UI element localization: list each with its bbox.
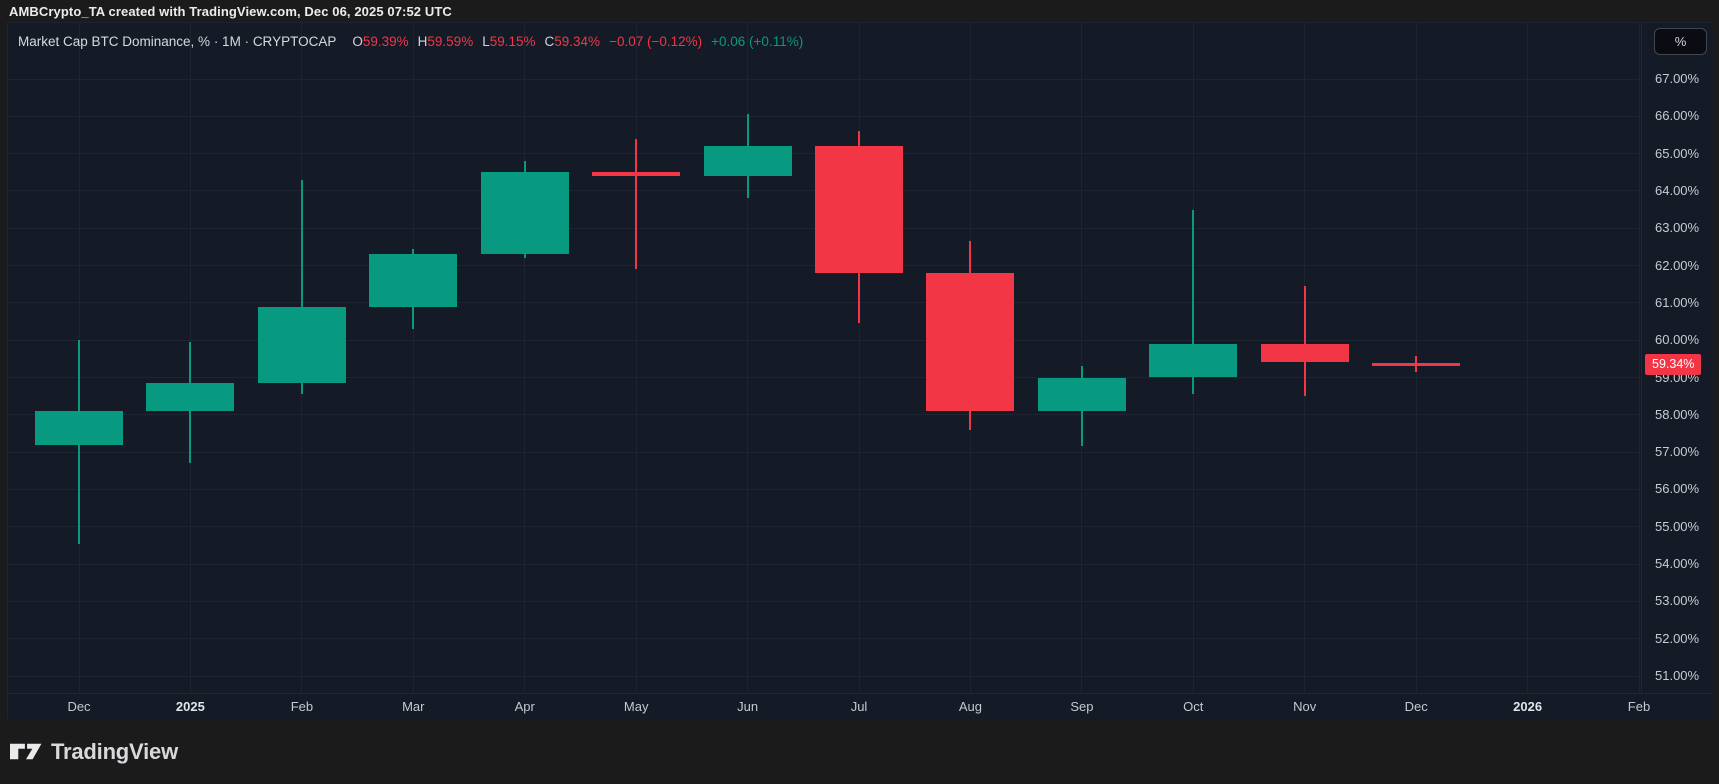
time-axis-label: 2025	[175, 699, 205, 714]
change-value: −0.07 (−0.12%)	[609, 33, 703, 49]
price-axis-label: 61.00%	[1655, 294, 1700, 310]
price-axis-label: 53.00%	[1655, 593, 1700, 609]
gridline-horizontal	[8, 526, 1641, 528]
ohlc-token-h: H59.59%	[417, 33, 474, 49]
candle-body-feb-2025[interactable]	[257, 306, 346, 384]
price-axis-label: 65.00%	[1655, 145, 1700, 161]
gridline-horizontal	[8, 115, 1641, 117]
candle-body-dec-2025[interactable]	[1372, 362, 1461, 367]
price-axis-label: 67.00%	[1655, 71, 1700, 86]
candle-body-oct-2025[interactable]	[1149, 343, 1238, 378]
time-axis-label: Feb	[290, 699, 314, 714]
ohlc-token-l: L59.15%	[482, 33, 536, 49]
price-axis-label: 58.00%	[1655, 406, 1700, 422]
time-axis-label: Feb	[1627, 699, 1651, 714]
gridline-vertical	[524, 23, 526, 693]
gridline-horizontal	[8, 414, 1641, 416]
gridline-vertical	[1527, 23, 1529, 693]
gridline-horizontal	[8, 563, 1641, 565]
time-axis[interactable]: Dec 2025 Feb Mar Apr May Jun Jul Aug Sep Oct Nov Dec…	[8, 693, 1713, 720]
time-axis-label: Aug	[958, 699, 982, 714]
gridline-horizontal	[8, 451, 1641, 453]
percent-scale-button[interactable]: %	[1654, 28, 1707, 55]
price-axis-label: 51.00%	[1655, 668, 1700, 683]
symbol-title[interactable]: Market Cap BTC Dominance, % · 1M · CRYPT…	[18, 33, 337, 49]
gridline-horizontal	[8, 339, 1641, 341]
time-axis-label: Mar	[402, 699, 425, 714]
time-axis-label: Oct	[1183, 699, 1204, 714]
gridline-vertical	[412, 23, 414, 693]
candle-body-nov-2025[interactable]	[1260, 343, 1349, 363]
attribution-bar: AMBCrypto_TA created with TradingView.co…	[0, 0, 1719, 22]
price-axis-label: 64.00%	[1655, 182, 1700, 198]
tradingview-logo-icon[interactable]	[10, 738, 42, 765]
candle-wick[interactable]	[1192, 209, 1195, 395]
extended-change-value: +0.06 (+0.11%)	[711, 33, 804, 49]
price-axis[interactable]: 59.34% 67.00% 66.00% 65.00% 64.00% 63.00% 62.…	[1641, 23, 1713, 693]
time-axis-label: May	[623, 699, 649, 714]
gridline-horizontal	[8, 78, 1641, 80]
gridline-vertical	[858, 23, 860, 693]
price-axis-label: 63.00%	[1655, 220, 1700, 236]
ohlc-values: O59.39% H59.59% L59.15% C59.34%	[352, 34, 609, 49]
time-axis-label: Jul	[850, 699, 868, 714]
tradingview-brand-text[interactable]: TradingView	[51, 738, 178, 764]
gridline-horizontal	[8, 488, 1641, 490]
ohlc-token-o: O59.39%	[352, 33, 409, 49]
chart-panel: Market Cap BTC Dominance, % · 1M · CRYPT…	[7, 22, 1713, 720]
candle-body-jan-2025[interactable]	[146, 383, 235, 412]
time-axis-label: Dec	[1404, 699, 1428, 714]
price-axis-label: 66.00%	[1655, 108, 1700, 124]
candle-body-jul-2025[interactable]	[815, 146, 903, 274]
price-axis-label: 54.00%	[1655, 556, 1700, 572]
time-axis-label: Nov	[1293, 699, 1317, 714]
price-axis-label: 56.00%	[1655, 481, 1700, 497]
price-axis-label: 55.00%	[1655, 518, 1700, 534]
gridline-vertical	[1638, 23, 1640, 693]
candle-wick[interactable]	[1303, 286, 1306, 397]
candle-body-apr-2025[interactable]	[480, 172, 569, 255]
candle-body-mar-2025[interactable]	[369, 254, 458, 307]
candle-body-aug-2025[interactable]	[926, 273, 1015, 412]
footer-bar: TradingView	[0, 719, 1719, 784]
price-axis-label: 60.00%	[1655, 332, 1700, 348]
time-axis-label: 2026	[1513, 699, 1543, 714]
symbol-legend[interactable]: Market Cap BTC Dominance, % · 1M · CRYPT…	[18, 30, 803, 52]
gridline-horizontal	[8, 638, 1641, 640]
candle-body-sep-2025[interactable]	[1037, 377, 1126, 412]
gridline-vertical	[1081, 23, 1083, 693]
time-axis-label: Dec	[67, 699, 91, 714]
gridline-vertical	[635, 23, 637, 693]
candle-wick[interactable]	[635, 138, 638, 270]
gridline-horizontal	[8, 675, 1641, 677]
time-axis-label: Apr	[514, 699, 535, 714]
time-axis-label: Sep	[1070, 699, 1094, 714]
price-axis-label: 52.00%	[1655, 630, 1700, 646]
candle-body-jun-2025[interactable]	[703, 146, 792, 176]
ohlc-token-c: C59.34%	[544, 33, 601, 49]
price-axis-label: 62.00%	[1655, 257, 1700, 273]
gridline-vertical	[747, 23, 749, 693]
candle-body-may-2025[interactable]	[592, 172, 681, 176]
gridline-horizontal	[8, 377, 1641, 378]
time-axis-label: Jun	[737, 699, 759, 714]
current-price-label: 59.34%	[1645, 354, 1702, 376]
price-axis-label: 57.00%	[1655, 444, 1700, 460]
plot-area[interactable]	[8, 23, 1641, 693]
candle-body-dec-2024[interactable]	[35, 411, 123, 445]
gridline-horizontal	[8, 302, 1641, 304]
candle-wick[interactable]	[300, 179, 303, 395]
gridline-horizontal	[8, 600, 1641, 602]
attribution-text: AMBCrypto_TA created with TradingView.co…	[9, 3, 452, 19]
